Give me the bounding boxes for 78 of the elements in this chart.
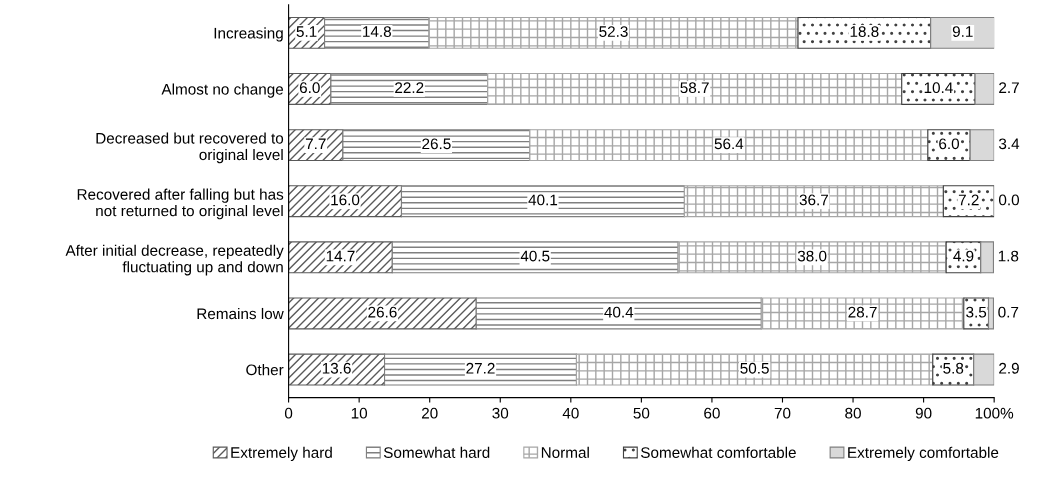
legend-label: Normal [541,446,589,458]
data-label: 40.5 [520,250,550,262]
bar [487,73,903,105]
legend-label: Somewhat comfortable [640,446,796,458]
data-label: 50.5 [740,362,769,374]
bar [383,353,578,386]
bar [400,185,685,218]
bar [288,297,477,330]
y-tick-label: Recovered after falling but has not returned to original level [77,188,284,220]
legend-label: Extremely hard [231,446,332,461]
bar [683,185,944,218]
bar [529,129,929,162]
data-label: 52.3 [599,26,628,37]
x-tick-label: 80 [845,407,861,419]
bar [973,353,995,386]
data-label: 36.7 [799,194,828,206]
bar [677,241,947,274]
y-tick-label: Remains low [197,307,284,320]
x-tick-label: 60 [704,407,720,419]
y-tick-label: Almost no change [161,83,284,98]
data-label: 40.1 [528,194,558,206]
bar [342,129,531,162]
bar [974,73,995,105]
y-tick-label: After initial decrease, repeatedly fluctuating up and down [65,244,284,276]
data-label: 3.4 [998,138,1020,150]
y-tick-label: Other [246,364,284,376]
x-tick-label: 40 [562,407,579,419]
x-tick-label: 70 [774,407,791,419]
data-label: 1.8 [998,250,1019,262]
data-label: 22.2 [395,82,424,93]
data-label: 5.8 [943,362,964,374]
data-label: 14.7 [326,250,355,262]
data-label: 2.9 [999,362,1019,374]
data-label: 14.8 [363,26,391,37]
x-tick-label: 10 [351,407,368,419]
x-tick-label: 90 [915,407,932,419]
data-label: 6.0 [939,138,960,150]
data-label: 3.5 [966,306,987,318]
data-label: 16.0 [331,194,360,206]
bar [987,297,995,330]
x-tick-label: 30 [492,407,509,419]
data-label: 7.7 [305,138,326,150]
x-tick-label: 50 [633,407,650,419]
y-tick-label: Decreased but recovered to original level [96,132,284,164]
legend-label: Somewhat hard [383,446,490,458]
bar [428,16,799,49]
data-label: 0.7 [998,306,1019,318]
bar [475,297,762,330]
data-label: 0.0 [998,194,1020,206]
data-label: 10.4 [924,82,953,94]
data-label: 2.7 [999,82,1019,93]
data-label: 27.2 [466,362,495,374]
data-label: 13.6 [322,362,351,374]
legend-label: Extremely comfortable [848,446,999,461]
bar [797,16,932,49]
bar [330,73,489,105]
data-label: 4.9 [953,250,974,262]
data-label: 9.1 [952,26,973,37]
data-label: 6.0 [299,82,320,94]
data-label: 5.1 [296,26,317,37]
data-label: 18.8 [850,26,879,37]
data-label: 58.7 [680,82,709,94]
data-label: 26.6 [368,306,397,318]
bar [760,297,965,330]
bar [980,241,995,274]
x-tick-label: 20 [421,407,438,419]
data-label: 7.2 [958,194,979,206]
y-tick-label: Increasing [214,27,283,42]
bar [969,129,995,162]
x-tick-label: 100% [975,407,1014,419]
data-label: 38.0 [797,250,827,262]
x-tick-label: 0 [284,407,293,419]
data-label: 40.4 [604,306,634,318]
data-label: 56.4 [714,138,744,150]
data-label: 26.5 [422,138,451,150]
data-label: 28.7 [848,306,877,318]
bar [391,241,679,274]
bar [575,353,934,386]
